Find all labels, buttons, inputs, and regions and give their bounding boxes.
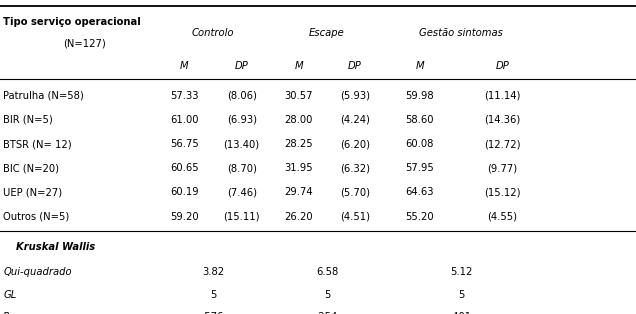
Text: Outros (N=5): Outros (N=5) xyxy=(3,212,69,222)
Text: (9.77): (9.77) xyxy=(487,163,518,173)
Text: BTSR (N= 12): BTSR (N= 12) xyxy=(3,139,72,149)
Text: UEP (N=27): UEP (N=27) xyxy=(3,187,62,198)
Text: .401: .401 xyxy=(450,312,472,314)
Text: (6.93): (6.93) xyxy=(226,115,257,125)
Text: (4.55): (4.55) xyxy=(487,212,518,222)
Text: DP: DP xyxy=(235,61,249,71)
Text: 59.98: 59.98 xyxy=(405,91,434,101)
Text: M: M xyxy=(415,61,424,71)
Text: Kruskal Wallis: Kruskal Wallis xyxy=(16,242,95,252)
Text: Gestão sintomas: Gestão sintomas xyxy=(419,28,503,38)
Text: 56.75: 56.75 xyxy=(170,139,199,149)
Text: (6.20): (6.20) xyxy=(340,139,370,149)
Text: 55.20: 55.20 xyxy=(405,212,434,222)
Text: Patrulha (N=58): Patrulha (N=58) xyxy=(3,91,84,101)
Text: Controlo: Controlo xyxy=(192,28,234,38)
Text: M: M xyxy=(294,61,303,71)
Text: (15.12): (15.12) xyxy=(484,187,521,198)
Text: (7.46): (7.46) xyxy=(226,187,257,198)
Text: 30.57: 30.57 xyxy=(285,91,313,101)
Text: 57.95: 57.95 xyxy=(405,163,434,173)
Text: (13.40): (13.40) xyxy=(224,139,259,149)
Text: 5: 5 xyxy=(458,290,464,300)
Text: P: P xyxy=(3,312,9,314)
Text: 60.19: 60.19 xyxy=(170,187,199,198)
Text: 5: 5 xyxy=(324,290,330,300)
Text: (5.93): (5.93) xyxy=(340,91,370,101)
Text: DP: DP xyxy=(348,61,362,71)
Text: (8.06): (8.06) xyxy=(227,91,256,101)
Text: (14.36): (14.36) xyxy=(485,115,520,125)
Text: .254: .254 xyxy=(316,312,338,314)
Text: BIC (N=20): BIC (N=20) xyxy=(3,163,59,173)
Text: 5: 5 xyxy=(210,290,216,300)
Text: 60.08: 60.08 xyxy=(406,139,434,149)
Text: (15.11): (15.11) xyxy=(223,212,260,222)
Text: (8.70): (8.70) xyxy=(227,163,256,173)
Text: (12.72): (12.72) xyxy=(484,139,521,149)
Text: 59.20: 59.20 xyxy=(170,212,199,222)
Text: 31.95: 31.95 xyxy=(284,163,314,173)
Text: (6.32): (6.32) xyxy=(340,163,370,173)
Text: 6.58: 6.58 xyxy=(316,267,338,277)
Text: .576: .576 xyxy=(202,312,225,314)
Text: (5.70): (5.70) xyxy=(340,187,370,198)
Text: (4.51): (4.51) xyxy=(340,212,370,222)
Text: 28.25: 28.25 xyxy=(284,139,314,149)
Text: 57.33: 57.33 xyxy=(170,91,198,101)
Text: 26.20: 26.20 xyxy=(284,212,314,222)
Text: (N=127): (N=127) xyxy=(64,38,106,48)
Text: Tipo serviço operacional: Tipo serviço operacional xyxy=(3,17,141,27)
Text: 64.63: 64.63 xyxy=(406,187,434,198)
Text: Escape: Escape xyxy=(309,28,345,38)
Text: (11.14): (11.14) xyxy=(484,91,521,101)
Text: 5.12: 5.12 xyxy=(450,267,473,277)
Text: DP: DP xyxy=(495,61,509,71)
Text: 60.65: 60.65 xyxy=(170,163,199,173)
Text: (4.24): (4.24) xyxy=(340,115,370,125)
Text: BIR (N=5): BIR (N=5) xyxy=(3,115,53,125)
Text: 28.00: 28.00 xyxy=(285,115,313,125)
Text: 29.74: 29.74 xyxy=(284,187,314,198)
Text: 58.60: 58.60 xyxy=(406,115,434,125)
Text: Qui-quadrado: Qui-quadrado xyxy=(3,267,72,277)
Text: M: M xyxy=(180,61,189,71)
Text: GL: GL xyxy=(3,290,17,300)
Text: 61.00: 61.00 xyxy=(170,115,198,125)
Text: 3.82: 3.82 xyxy=(202,267,224,277)
